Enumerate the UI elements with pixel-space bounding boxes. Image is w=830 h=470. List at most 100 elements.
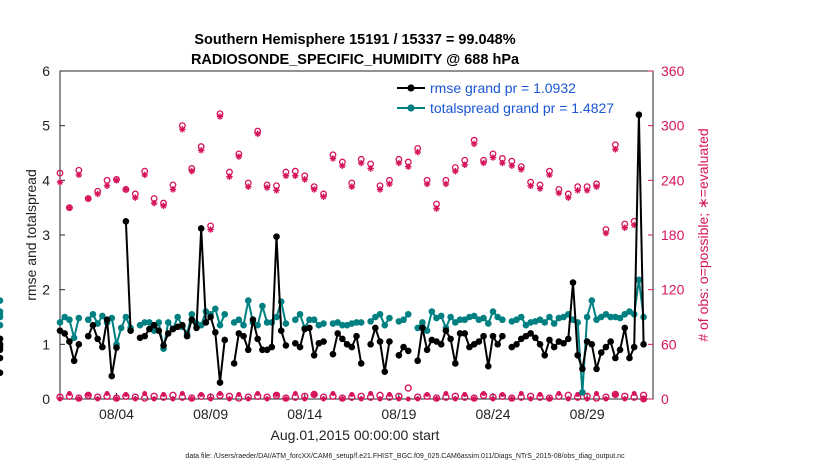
rmse-line	[233, 236, 287, 364]
spread-point	[400, 316, 407, 324]
rmse-point	[221, 336, 229, 344]
footnote-data-file: data file: /Users/raeder/DAI/ATM_forcXX/…	[185, 453, 625, 460]
rmse-point	[367, 341, 374, 348]
spread-point	[635, 276, 643, 284]
obs-evaluated-point	[527, 182, 534, 189]
rmse-point	[564, 335, 572, 343]
obs-bottom-possible-point	[95, 396, 101, 402]
obs-evaluated-point	[423, 180, 431, 188]
obs-bottom-possible-point	[292, 391, 298, 397]
rmse-point	[602, 343, 610, 351]
spread-point	[357, 319, 365, 326]
rmse-point	[419, 324, 426, 332]
obs-evaluated-point	[310, 186, 318, 193]
spread-point	[141, 319, 149, 326]
obs-evaluated-point	[461, 161, 468, 169]
obs-bottom-possible-point	[264, 396, 270, 402]
obs-bottom-possible-point	[528, 396, 534, 402]
spread-point	[216, 321, 224, 329]
rmse-point	[70, 357, 78, 365]
rmse-point	[480, 332, 487, 340]
obs-evaluated-point	[602, 229, 610, 237]
obs-bottom-possible-point	[76, 396, 82, 402]
rmse-point	[348, 343, 356, 351]
spread-point	[259, 302, 266, 310]
legend-rmse-marker	[407, 84, 415, 92]
obs-evaluated-point	[56, 178, 64, 186]
obs-evaluated-point	[66, 204, 73, 211]
y-left-tick-label: 1	[42, 336, 50, 352]
spread-point	[541, 319, 549, 326]
obs-evaluated-point	[489, 154, 497, 161]
obs-bottom-possible-point	[255, 391, 261, 397]
obs-count-points	[56, 110, 648, 403]
x-tick-label: 08/04	[99, 406, 134, 422]
rmse-point	[630, 343, 638, 351]
obs-evaluated-point	[508, 162, 516, 169]
obs-bottom-possible-point	[396, 396, 402, 402]
y-right-tick-label: 60	[661, 336, 677, 352]
rmse-point	[452, 360, 459, 367]
obs-evaluated-point	[282, 172, 290, 179]
obs-evaluated-point	[499, 159, 506, 167]
spread-point	[489, 308, 497, 315]
spread-point	[273, 313, 280, 321]
obs-bottom-possible-point	[405, 396, 411, 402]
obs-bottom-possible-point	[226, 396, 232, 402]
spread-point	[212, 305, 219, 313]
x-tick-label: 08/19	[381, 406, 416, 422]
y-left-tick-label: 3	[42, 227, 50, 243]
legend-rmse-label: rmse grand pr = 1.0932	[430, 80, 576, 96]
rmse-point	[292, 339, 299, 347]
rmse-point	[334, 330, 341, 337]
spread-point	[296, 310, 304, 318]
y-left-tick-label: 6	[42, 63, 50, 79]
obs-bottom-possible-point	[612, 391, 618, 397]
obs-bottom-possible-point	[330, 391, 336, 397]
rmse-point	[329, 350, 337, 358]
obs-bottom-possible-point	[358, 396, 364, 402]
rmse-point	[193, 324, 200, 332]
rmse-point	[188, 316, 196, 324]
rmse-point	[353, 332, 360, 340]
rmse-point	[414, 357, 421, 365]
obs-possible-point	[103, 176, 111, 184]
spread-point	[282, 320, 290, 327]
spread-point	[254, 321, 261, 329]
spread-point	[0, 297, 4, 304]
rmse-point	[593, 365, 600, 373]
rmse-point	[339, 335, 346, 343]
plot-area	[59, 70, 654, 400]
obs-evaluated-point	[339, 162, 346, 169]
rmse-point	[541, 351, 549, 359]
x-tick-label: 08/24	[475, 406, 510, 422]
rmse-point	[202, 319, 210, 326]
obs-evaluated-point	[207, 226, 214, 233]
obs-bottom-possible-point	[198, 391, 204, 397]
rmse-point	[160, 342, 167, 349]
obs-bottom-possible-point	[386, 391, 392, 397]
x-tick-label: 08/29	[570, 406, 605, 422]
obs-bottom-possible-point	[452, 396, 458, 402]
spread-point	[546, 313, 553, 321]
y-right-tick-label: 360	[661, 63, 685, 79]
spread-point	[367, 318, 374, 325]
rmse-point	[569, 279, 577, 286]
obs-bottom-evaluated-point	[310, 390, 318, 399]
left-axis-ticks: 0 1 2 3 4 5 6	[42, 63, 65, 407]
obs-bottom-possible-point	[245, 396, 251, 402]
spread-point	[221, 310, 229, 318]
obs-evaluated-point	[132, 194, 139, 201]
obs-evaluated-point	[452, 168, 459, 175]
rmse-point	[447, 335, 454, 343]
obs-evaluated-point	[395, 159, 403, 167]
obs-bottom-possible-point	[311, 391, 317, 397]
obs-bottom-possible-point	[575, 391, 581, 397]
obs-evaluated-point	[574, 187, 581, 194]
rmse-point	[489, 332, 497, 340]
chart-title-line1: Southern Hemisphere 15191 / 15337 = 99.0…	[194, 32, 515, 48]
spread-point	[174, 313, 181, 321]
rmse-point	[532, 334, 539, 342]
obs-evaluated-point	[85, 195, 92, 202]
rmse-point	[499, 332, 506, 340]
